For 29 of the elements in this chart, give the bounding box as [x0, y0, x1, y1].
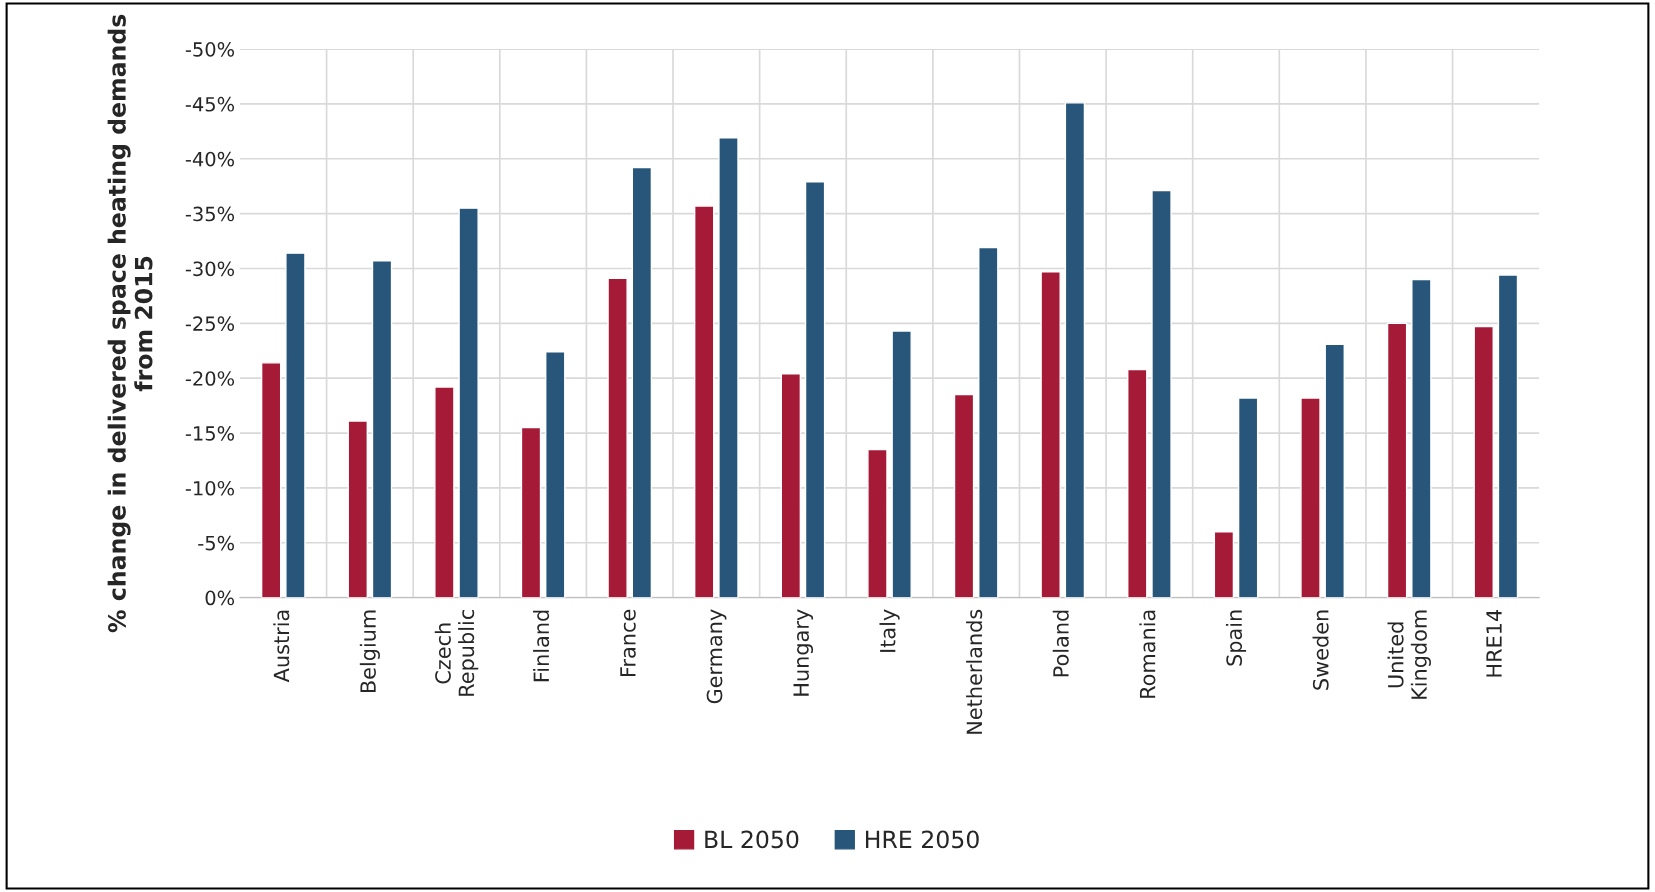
- y-tick-label: -35%: [185, 206, 235, 222]
- y-tick-label: -30%: [185, 261, 235, 277]
- x-tick-label: United Kingdom: [1387, 610, 1431, 699]
- x-tick-label: Netherlands: [966, 609, 983, 734]
- x-tick-label: Belgium: [359, 610, 380, 693]
- x-tick-label: Germany: [706, 609, 727, 704]
- x-tick-label: Italy: [879, 609, 900, 652]
- y-tick-label: -20%: [185, 371, 235, 386]
- x-tick-label: Czech Republic: [434, 610, 479, 696]
- legend-label: HRE 2050: [866, 830, 979, 849]
- y-tick-label: -50%: [185, 42, 235, 57]
- x-tick-label: Finland: [533, 610, 550, 682]
- y-tick-label: -40%: [185, 151, 235, 167]
- x-tick-label: Spain: [1225, 610, 1247, 666]
- y-axis-title: % change in delivered space heating demands from 2015: [107, 14, 153, 633]
- y-tick-label: -25%: [185, 316, 235, 332]
- x-tick-label: Austria: [273, 610, 290, 683]
- y-tick-label: -15%: [185, 426, 235, 441]
- y-tick-label: 0%: [205, 590, 235, 606]
- x-tick-label: HRE14: [1486, 609, 1502, 677]
- y-tick-label: -5%: [198, 535, 235, 551]
- x-tick-label: France: [620, 609, 636, 676]
- x-tick-label: Poland: [1052, 610, 1069, 677]
- legend-label: BL 2050: [705, 830, 799, 849]
- x-tick-label: Romania: [1139, 610, 1156, 698]
- x-tick-label: Sweden: [1312, 610, 1329, 690]
- y-tick-label: -10%: [185, 480, 235, 496]
- y-tick-label: -45%: [185, 96, 235, 112]
- x-tick-label: Hungary: [793, 609, 814, 696]
